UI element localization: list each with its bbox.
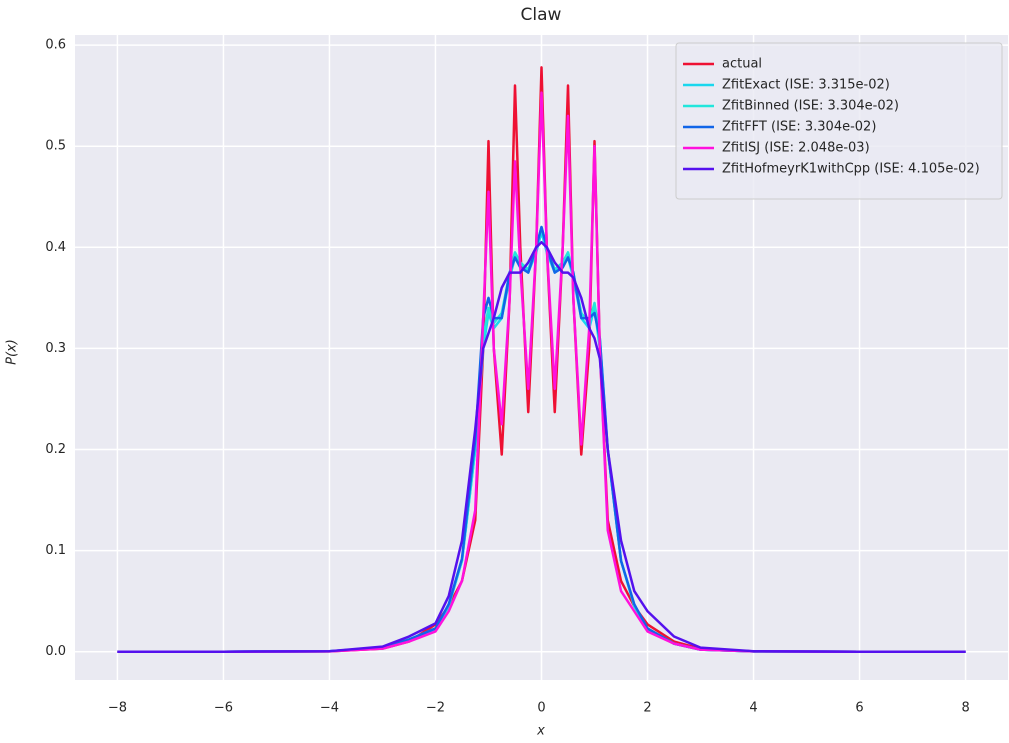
x-tick-label: −4 [320,701,339,716]
series-line [117,91,966,653]
legend-label: ZfitBinned (ISE: 3.304e-02) [722,99,899,114]
x-tick-label: 6 [855,701,863,716]
x-tick-label: −6 [214,701,233,716]
chart-title: Claw [521,5,562,25]
legend-label: actual [722,57,762,72]
legend-label: ZfitExact (ISE: 3.315e-02) [722,78,890,93]
x-axis-label: x [536,724,545,739]
legend-box [675,42,1003,200]
x-tick-label: 4 [749,701,757,716]
lines [117,66,966,653]
y-tick-label: 0.3 [45,341,66,356]
y-tick-label: 0.0 [45,644,66,659]
y-tick-label: 0.4 [45,240,66,255]
legend-label: ZfitISJ (ISE: 2.048e-03) [722,141,870,156]
y-tick-label: 0.6 [45,38,66,53]
x-tick-label: −8 [108,701,127,716]
x-tick-label: −2 [426,701,445,716]
x-tick-label: 8 [961,701,969,716]
series-line [117,225,966,653]
y-tick-label: 0.5 [45,139,66,154]
series-line [117,241,966,653]
x-tick-label: 2 [643,701,651,716]
legend-label: ZfitFFT (ISE: 3.304e-02) [722,120,876,135]
x-tick-label: 0 [537,701,545,716]
y-axis-label: P(x) [5,339,20,365]
y-tick-label: 0.2 [45,442,66,457]
legend-label: ZfitHofmeyrK1withCpp (ISE: 4.105e-02) [722,162,980,177]
y-tick-label: 0.1 [45,543,66,558]
legend: actual ZfitExact (ISE: 3.315e-02) ZfitBinn… [675,42,1003,200]
